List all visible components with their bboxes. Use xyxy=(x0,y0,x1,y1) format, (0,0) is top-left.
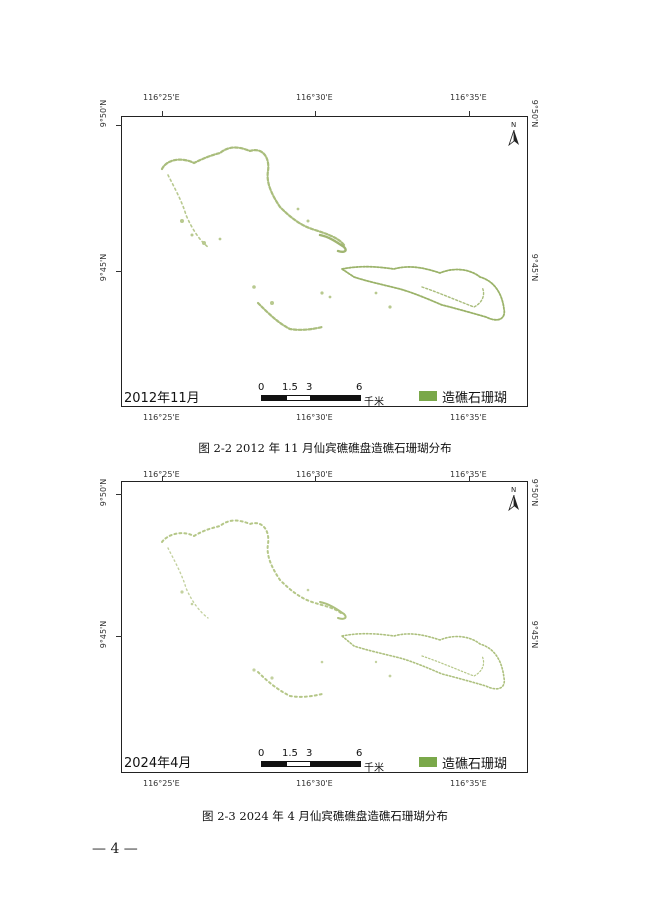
scale-tick-label: 6 xyxy=(356,748,363,759)
bottom-lon-label: 116°25'E xyxy=(143,779,180,788)
figure-caption: 图 2-3 2024 年 4 月仙宾礁礁盘造礁石珊瑚分布 xyxy=(202,809,448,823)
map-frame: N 2012年11月 0 1.5 3 6 千米 造礁石珊瑚 xyxy=(116,111,528,408)
east-reef-inner xyxy=(421,286,485,308)
north-arrow: N xyxy=(507,121,521,146)
scale-tick-label: 6 xyxy=(356,382,363,393)
scale-tick-label: 3 xyxy=(306,382,313,393)
left-lat-label: 9°50'N xyxy=(99,99,109,128)
reef-map xyxy=(160,146,506,331)
right-lat-label: 9°50'N xyxy=(530,99,540,128)
top-lon-label: 116°30'E xyxy=(296,93,333,102)
scale-tick-label: 1.5 xyxy=(282,382,298,393)
west-reef-outline xyxy=(161,519,343,615)
west-reef-inner xyxy=(167,174,209,248)
west-reef-outline xyxy=(160,146,346,247)
scale-tick-label: 3 xyxy=(306,748,313,759)
right-lat-label: 9°45'N xyxy=(530,620,540,649)
bottom-lon-label: 116°30'E xyxy=(296,779,333,788)
south-reef xyxy=(257,671,323,698)
south-reef xyxy=(256,301,324,331)
top-lon-label: 116°25'E xyxy=(143,93,180,102)
east-reef-outline xyxy=(341,632,506,690)
map-frame: N 2024年4月 0 1.5 3 6 千米 造礁石珊瑚 xyxy=(116,476,528,774)
map-date-label: 2024年4月 xyxy=(124,756,192,771)
top-lon-label: 116°35'E xyxy=(450,470,487,479)
west-reef-inner xyxy=(167,547,209,619)
figure-caption: 图 2-2 2012 年 11 月仙宾礁礁盘造礁石珊瑚分布 xyxy=(198,441,452,455)
north-arrow-icon xyxy=(508,130,519,146)
scale-tick-label: 0 xyxy=(258,382,265,393)
legend-label: 造礁石珊瑚 xyxy=(442,757,508,772)
bottom-lon-label: 116°35'E xyxy=(450,413,487,422)
top-lon-label: 116°30'E xyxy=(296,470,333,479)
bottom-lon-label: 116°25'E xyxy=(143,413,180,422)
scale-unit: 千米 xyxy=(364,397,384,408)
legend-label: 造礁石珊瑚 xyxy=(442,391,508,406)
north-arrow-icon xyxy=(508,495,519,511)
left-lat-label: 9°45'N xyxy=(99,253,109,282)
east-reef-inner xyxy=(421,655,485,677)
page-number: — 4 — xyxy=(92,841,138,857)
east-west-reef xyxy=(318,233,347,253)
bottom-lon-label: 116°35'E xyxy=(450,779,487,788)
right-lat-label: 9°50'N xyxy=(530,478,540,507)
legend-swatch xyxy=(419,757,437,767)
left-lat-label: 9°50'N xyxy=(99,478,109,507)
east-west-reef xyxy=(319,601,347,620)
bottom-lon-label: 116°30'E xyxy=(296,413,333,422)
left-lat-label: 9°45'N xyxy=(99,620,109,649)
east-reef-outline xyxy=(341,265,506,321)
scale-tick-label: 0 xyxy=(258,748,265,759)
right-lat-label: 9°45'N xyxy=(530,253,540,282)
north-arrow-label: N xyxy=(511,486,517,494)
north-arrow: N xyxy=(507,486,521,511)
scale-tick-label: 1.5 xyxy=(282,748,298,759)
reef-map xyxy=(161,519,506,698)
top-lon-label: 116°35'E xyxy=(450,93,487,102)
north-arrow-label: N xyxy=(511,121,517,129)
map-date-label: 2012年11月 xyxy=(124,391,200,406)
scale-unit: 千米 xyxy=(364,763,384,774)
legend-swatch xyxy=(419,391,437,401)
top-lon-label: 116°25'E xyxy=(143,470,180,479)
